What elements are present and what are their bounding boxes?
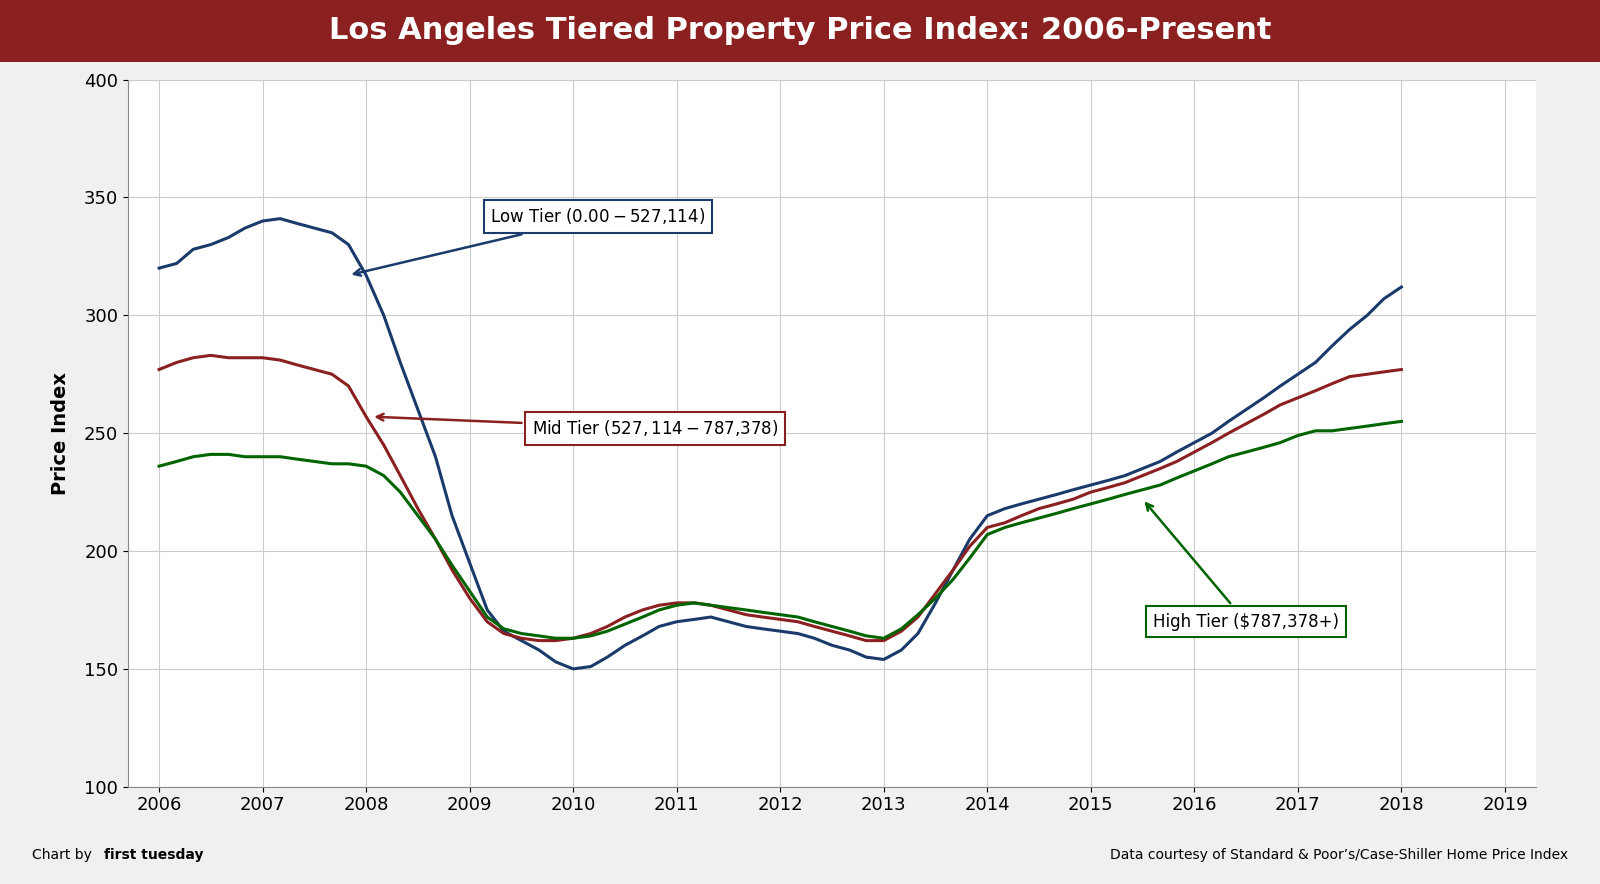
Text: Chart by: Chart by (32, 848, 96, 862)
Text: High Tier ($787,378+): High Tier ($787,378+) (1146, 503, 1339, 631)
Text: Los Angeles Tiered Property Price Index: 2006-Present: Los Angeles Tiered Property Price Index:… (328, 17, 1272, 45)
Text: Mid Tier ($527,114 - $787,378): Mid Tier ($527,114 - $787,378) (378, 414, 778, 438)
Y-axis label: Price Index: Price Index (51, 371, 70, 495)
Text: Low Tier ($0.00 - $527,114): Low Tier ($0.00 - $527,114) (354, 206, 706, 276)
Text: Data courtesy of Standard & Poor’s/Case-Shiller Home Price Index: Data courtesy of Standard & Poor’s/Case-… (1110, 848, 1568, 862)
Text: first tuesday: first tuesday (104, 848, 203, 862)
